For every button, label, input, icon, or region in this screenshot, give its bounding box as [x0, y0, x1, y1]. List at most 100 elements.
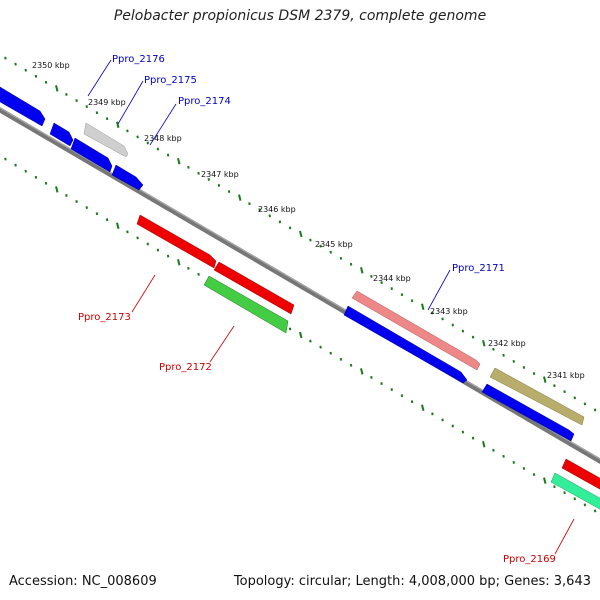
scale-tick-outer: [319, 244, 322, 248]
scale-tick-outer: [532, 372, 536, 375]
gene-label-ppro2176[interactable]: Ppro_2176: [112, 54, 165, 65]
scale-tick-inner: [319, 345, 322, 349]
scale-tick-outer: [217, 184, 221, 187]
scale-tick-inner: [156, 248, 160, 252]
scale-tick-outer: [360, 267, 364, 274]
scale-tick-outer: [593, 408, 597, 412]
gene-label-ppro2174[interactable]: Ppro_2174: [178, 96, 231, 107]
map-title: Pelobacter propionicus DSM 2379, complet…: [113, 8, 487, 24]
gene-arrow-green-ppro2172[interactable]: [203, 275, 289, 334]
scale-tick-outer: [553, 384, 556, 388]
scale-tick-inner: [299, 331, 303, 339]
scale-tick-outer: [471, 335, 475, 339]
genome-backbone: [0, 107, 600, 464]
scale-tick-outer: [85, 105, 88, 109]
scale-tick-outer: [431, 311, 434, 315]
scale-tick-inner: [522, 467, 526, 470]
scale-tick-inner: [502, 454, 505, 458]
scale-tick-outer: [339, 256, 343, 260]
gene-arrow-aqua-ppro2169[interactable]: [550, 472, 600, 512]
scale-tick-outer: [583, 402, 587, 406]
scale-tick-inner: [553, 485, 556, 489]
leader-ppro2169: [554, 518, 575, 555]
scale-tick-outer: [299, 230, 303, 238]
scale-tick-outer: [227, 190, 231, 193]
gene-arrow-red-ppro2173[interactable]: [136, 214, 217, 269]
gene-arrow-gray-ppro2175[interactable]: [83, 122, 129, 158]
scale-tick-outer: [309, 238, 312, 242]
scale-tick-inner: [543, 477, 547, 484]
scale-tick-inner: [400, 394, 404, 398]
accession-text: Accession: NC_008609: [9, 574, 157, 589]
scale-tick-inner: [532, 473, 536, 476]
scale-label-2344: 2344 kbp: [373, 274, 411, 283]
scale-tick-inner: [24, 169, 27, 173]
gene-arrow-blue-6[interactable]: [481, 383, 575, 442]
scale-tick-outer: [573, 396, 576, 400]
label-leaders: [87, 59, 575, 555]
scale-label-2341: 2341 kbp: [547, 371, 585, 380]
gene-arrow-pink-ppro2171[interactable]: [351, 290, 481, 371]
scale-tick-inner: [197, 272, 200, 276]
gene-arrow-blue-4[interactable]: [111, 164, 144, 191]
scale-tick-outer: [4, 56, 7, 60]
gene-arrow-blue-ppro2174[interactable]: [70, 137, 113, 173]
scale-tick-inner: [75, 200, 78, 203]
gene-label-ppro2169[interactable]: Ppro_2169: [503, 554, 556, 565]
gene-label-ppro2172[interactable]: Ppro_2172: [159, 362, 212, 373]
scale-tick-outer: [461, 329, 465, 333]
scale-tick-outer: [512, 359, 515, 363]
scale-tick-outer: [390, 287, 393, 291]
scale-label-2350: 2350 kbp: [32, 61, 70, 70]
scale-tick-outer: [380, 281, 383, 284]
scale-tick-inner: [146, 242, 149, 246]
scale-tick-outer: [44, 80, 48, 84]
scale-tick-inner: [593, 509, 597, 513]
scale-tick-outer: [95, 111, 99, 115]
scale-tick-inner: [461, 430, 465, 434]
scale-tick-inner: [431, 412, 434, 416]
scale-label-2349: 2349 kbp: [88, 98, 126, 107]
gene-arrow-red-3[interactable]: [561, 458, 600, 492]
scale-tick-outer: [187, 165, 190, 169]
leader-ppro2173: [131, 274, 156, 313]
gene-label-ppro2173[interactable]: Ppro_2173: [78, 312, 131, 323]
scale-tick-inner: [309, 339, 312, 343]
scale-tick-inner: [65, 194, 68, 197]
scale-tick-inner: [451, 424, 454, 428]
scale-tick-inner: [4, 157, 7, 161]
scale-tick-inner: [390, 388, 393, 392]
scale-tick-outer: [166, 153, 170, 157]
scale-tick-inner: [370, 376, 373, 379]
gene-label-ppro2171[interactable]: Ppro_2171: [452, 263, 505, 274]
gene-arrow-blue-5[interactable]: [343, 305, 468, 384]
gene-arrow-blue-2[interactable]: [49, 122, 74, 147]
scale-tick-outer: [34, 74, 38, 78]
scale-label-2343: 2343 kbp: [430, 307, 468, 316]
scale-labels: 2350 kbp 2349 kbp 2348 kbp 2347 kbp 2346…: [32, 61, 585, 380]
scale-tick-inner: [349, 363, 353, 367]
scale-tick-inner: [441, 418, 444, 422]
scale-tick-outer: [421, 303, 425, 311]
gene-arrow-blue-1[interactable]: [0, 84, 46, 127]
scale-tick-inner: [360, 368, 364, 375]
gene-label-ppro2175[interactable]: Ppro_2175: [144, 75, 197, 86]
scale-label-2342: 2342 kbp: [488, 339, 526, 348]
scale-tick-outer: [146, 141, 149, 145]
scale-tick-inner: [583, 503, 587, 507]
scale-tick-outer: [177, 157, 181, 165]
gene-arrow-olive[interactable]: [489, 367, 585, 426]
scale-tick-inner: [136, 236, 139, 240]
scale-tick-outer: [55, 85, 59, 92]
scale-tick-inner: [166, 254, 170, 258]
scale-tick-outer: [543, 376, 547, 383]
scale-tick-outer: [14, 62, 17, 66]
gene-labels: Ppro_2176 Ppro_2175 Ppro_2174 Ppro_2171 …: [78, 54, 556, 565]
scale-tick-outer: [522, 366, 526, 369]
scale-tick-inner: [105, 218, 109, 222]
scale-tick-outer: [278, 220, 282, 224]
gene-arrow-red-2[interactable]: [213, 261, 295, 315]
scale-tick-inner: [187, 266, 190, 270]
scale-tick-inner: [44, 181, 48, 185]
